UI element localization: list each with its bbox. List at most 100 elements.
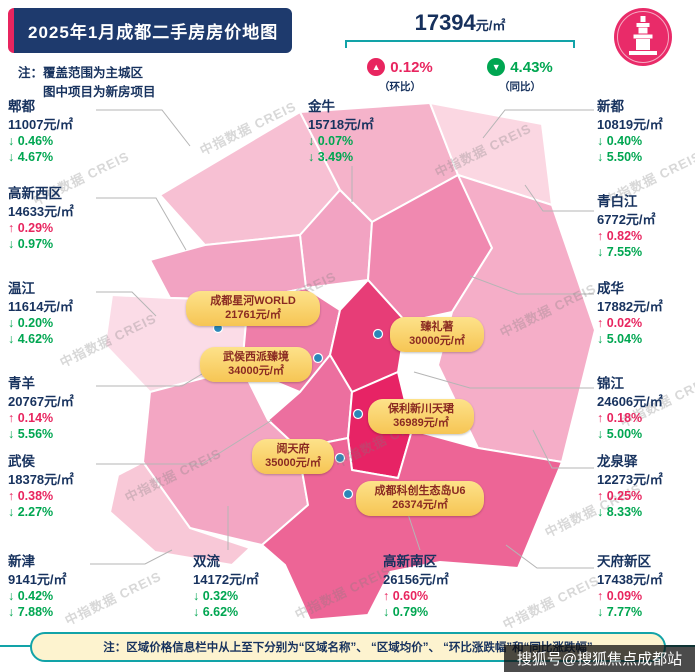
district-price: 24606元/㎡ [597,393,663,409]
average-price-block: 17394元/㎡ [340,10,580,48]
leader-tianfu [505,544,594,569]
teal-bracket-rule [345,40,575,48]
district-xindu: 新都 10819元/㎡ ↓ 0.40% ↓ 5.50% [597,98,663,166]
district-price: 12273元/㎡ [597,471,663,487]
project-price: 26374元/㎡ [392,499,448,512]
district-yoy: ↓ 5.00% [597,427,643,442]
project-marker-dot [352,408,364,420]
project-marker-dot [312,352,324,364]
district-mom: ↑ 0.14% [8,410,54,425]
district-jinniu: 金牛 15718元/㎡ ↓ 0.07% ↓ 3.49% [308,98,374,166]
district-price: 15718元/㎡ [308,116,374,132]
district-mom: ↑ 0.38% [8,488,54,503]
district-name: 双流 [193,554,220,569]
district-yoy: ↓ 7.77% [597,605,643,620]
district-name: 成华 [597,281,624,296]
project-name: 武侯西派臻境 [223,351,289,363]
district-price: 17438元/㎡ [597,571,663,587]
district-gaoxinxi: 高新西区 14633元/㎡ ↑ 0.29% ↓ 0.97% [8,185,74,253]
district-price: 11614元/㎡ [8,298,74,314]
district-name: 高新南区 [383,554,437,569]
project-price: 35000元/㎡ [265,457,321,470]
district-wuhou: 武侯 18378元/㎡ ↑ 0.38% ↓ 2.27% [8,453,74,521]
yoy-value: 4.43% [510,58,553,76]
project-markers [212,322,384,500]
district-mom: ↑ 0.09% [597,588,643,603]
district-jinjiang: 锦江 24606元/㎡ ↑ 0.18% ↓ 5.00% [597,375,663,443]
district-price: 26156元/㎡ [383,571,449,587]
district-name: 郫都 [8,99,35,114]
project-label-zhenlizhu: 臻礼著 30000元/㎡ [390,317,484,352]
note-line1: 覆盖范围为主城区 [43,66,144,80]
district-yoy: ↓ 4.62% [8,332,54,347]
leader-xindu [482,109,594,139]
district-name: 金牛 [308,99,335,114]
district-mom: ↑ 0.60% [383,588,429,603]
district-name: 龙泉驿 [597,454,638,469]
district-mom: ↓ 0.40% [597,133,643,148]
mom-label: （环比） [378,81,421,93]
district-mom: ↑ 0.18% [597,410,643,425]
district-chenghua: 成华 17882元/㎡ ↑ 0.02% ↓ 5.04% [597,280,663,348]
district-price: 17882元/㎡ [597,298,663,314]
district-name: 新都 [597,99,624,114]
project-marker-dot [342,488,354,500]
note-prefix: 注： [18,66,44,80]
district-xinjin: 新津 9141元/㎡ ↓ 0.42% ↓ 7.88% [8,553,67,621]
creis-logo-icon [614,8,672,66]
district-mom: ↓ 0.07% [308,133,354,148]
project-label-xinghe-world: 成都星河WORLD 21761元/㎡ [186,291,320,326]
project-price: 30000元/㎡ [409,335,465,348]
district-price: 10819元/㎡ [597,116,663,132]
district-tianfu: 天府新区 17438元/㎡ ↑ 0.09% ↓ 7.77% [597,553,663,621]
district-name: 武侯 [8,454,35,469]
district-yoy: ↓ 6.62% [193,605,239,620]
map-region-jinniu [299,189,373,289]
district-shuangliu: 双流 14172元/㎡ ↓ 0.32% ↓ 6.62% [193,553,259,621]
district-price: 18378元/㎡ [8,471,74,487]
district-mom: ↓ 0.46% [8,133,54,148]
district-price: 14633元/㎡ [8,203,74,219]
district-yoy: ↓ 8.33% [597,505,643,520]
yoy-label: （同比） [498,81,541,93]
district-name: 青羊 [8,376,35,391]
average-price-value: 17394 [414,10,476,35]
district-price: 9141元/㎡ [8,571,67,587]
district-mom: ↓ 0.20% [8,315,54,330]
sohu-watermark-badge: 搜狐号@搜狐焦点成都站 [504,645,695,672]
mom-stat: ▲ 0.12% （环比） [367,58,433,94]
project-price: 34000元/㎡ [228,365,284,378]
leader-wenjiang [96,291,157,317]
district-mom: ↓ 0.32% [193,588,239,603]
project-price: 21761元/㎡ [225,309,281,322]
average-price-unit: 元/㎡ [475,18,506,33]
district-yoy: ↓ 0.97% [8,237,54,252]
yoy-stat: ▼ 4.43% （同比） [487,58,553,94]
district-name: 高新西区 [8,186,62,201]
avg-change-stats: ▲ 0.12% （环比） ▼ 4.43% （同比） [340,58,580,94]
project-name: 保利新川天珺 [388,403,454,415]
district-yoy: ↓ 7.55% [597,245,643,260]
district-yoy: ↓ 7.88% [8,605,54,620]
district-gaoxinnan: 高新南区 26156元/㎡ ↑ 0.60% ↓ 0.79% [383,553,449,621]
leader-pidu [96,109,191,147]
down-arrow-icon: ▼ [487,58,506,76]
district-qingyang: 青羊 20767元/㎡ ↑ 0.14% ↓ 5.56% [8,375,74,443]
district-mom: ↓ 0.42% [8,588,54,603]
district-pidu: 郫都 11007元/㎡ ↓ 0.46% ↓ 4.67% [8,98,73,166]
leader-chenghua [469,275,594,295]
district-price: 11007元/㎡ [8,116,74,132]
district-yoy: ↓ 4.67% [8,150,54,165]
district-mom: ↑ 0.25% [597,488,643,503]
project-price: 36989元/㎡ [393,417,449,430]
map-regions [104,102,596,621]
district-yoy: ↓ 3.49% [308,150,354,165]
leader-lines [90,109,594,569]
district-mom: ↑ 0.82% [597,228,643,243]
district-price: 14172元/㎡ [193,571,259,587]
district-yoy: ↓ 0.79% [383,605,429,620]
project-marker-dot [372,328,384,340]
project-name: 臻礼著 [420,321,454,333]
